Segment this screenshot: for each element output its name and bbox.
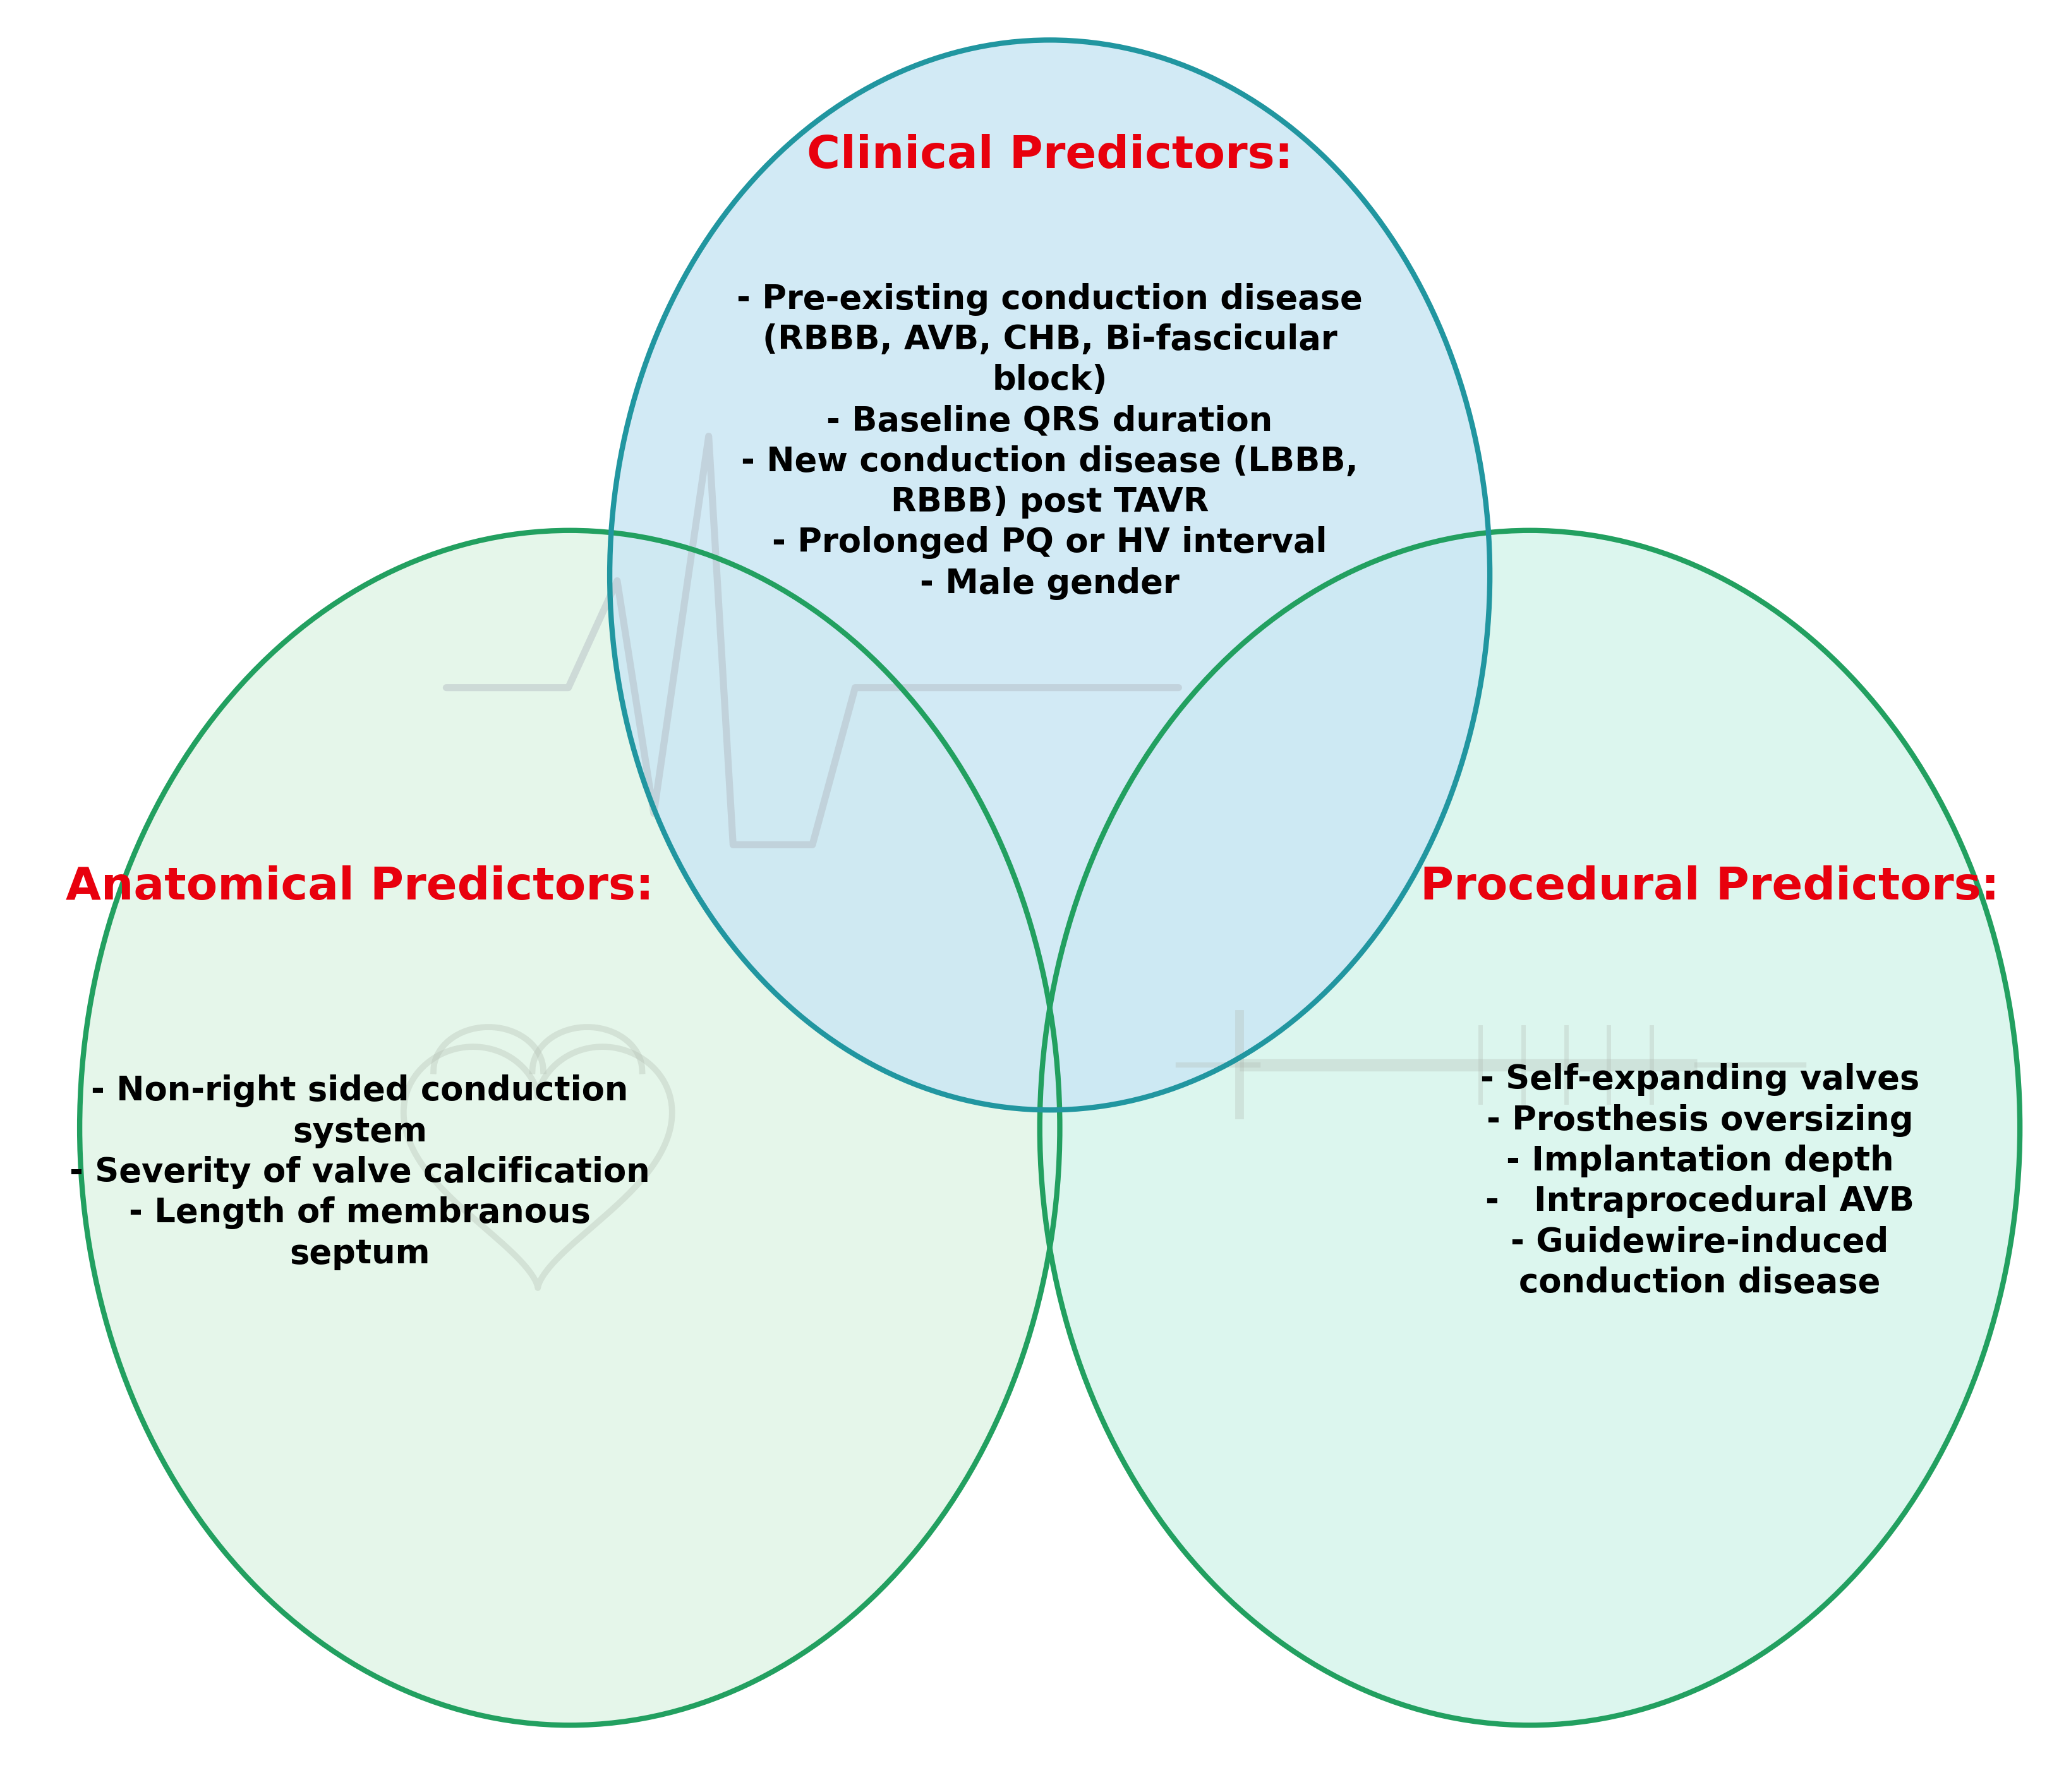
Text: - Self-expanding valves
- Prosthesis oversizing
- Implantation depth
-   Intrapr: - Self-expanding valves - Prosthesis ove… — [1481, 1063, 1920, 1299]
Text: - Pre-existing conduction disease
(RBBB, AVB, CHB, Bi-fascicular
block)
- Baseli: - Pre-existing conduction disease (RBBB,… — [737, 283, 1363, 600]
Ellipse shape — [609, 39, 1489, 1109]
Ellipse shape — [79, 530, 1060, 1726]
Text: Anatomical Predictors:: Anatomical Predictors: — [66, 866, 654, 909]
Ellipse shape — [1040, 530, 2019, 1726]
Text: Clinical Predictors:: Clinical Predictors: — [808, 134, 1292, 177]
Text: - Non-right sided conduction
system
- Severity of valve calcification
- Length o: - Non-right sided conduction system - Se… — [70, 1075, 650, 1271]
Text: Procedural Predictors:: Procedural Predictors: — [1421, 866, 1999, 909]
